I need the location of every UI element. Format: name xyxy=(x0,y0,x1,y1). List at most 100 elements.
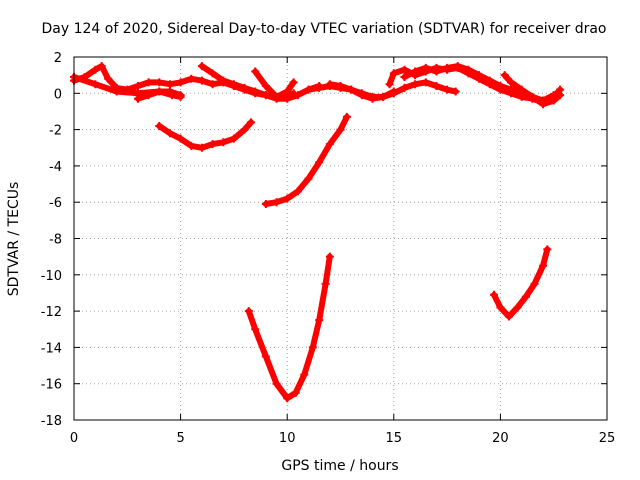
data-point xyxy=(539,100,548,109)
data-point xyxy=(165,87,174,96)
data-point xyxy=(517,85,526,94)
data-point xyxy=(251,67,260,76)
x-axis-label: GPS time / hours xyxy=(281,458,398,474)
data-point xyxy=(432,82,441,91)
data-point xyxy=(347,85,356,94)
data-point xyxy=(325,80,334,89)
x-tick-label: 5 xyxy=(176,431,184,446)
data-point xyxy=(261,352,270,361)
data-point xyxy=(229,134,238,143)
y-tick-label: -16 xyxy=(41,378,62,393)
data-point xyxy=(155,121,164,130)
y-tick-label: -12 xyxy=(41,305,62,320)
data-point xyxy=(251,89,260,98)
data-point xyxy=(261,91,270,100)
data-point xyxy=(208,140,217,149)
x-tick-label: 20 xyxy=(492,431,509,446)
y-tick-label: -14 xyxy=(41,341,62,356)
data-point xyxy=(421,63,430,72)
data-point xyxy=(496,82,505,91)
data-point xyxy=(549,96,558,105)
data-point xyxy=(144,78,153,87)
data-point xyxy=(165,80,174,89)
data-point xyxy=(291,388,300,397)
y-tick-label: -10 xyxy=(41,269,62,284)
data-point xyxy=(315,83,324,92)
data-point xyxy=(272,379,281,388)
data-point xyxy=(556,91,565,100)
data-point xyxy=(325,140,334,149)
data-point xyxy=(308,343,317,352)
y-tick-label: -8 xyxy=(49,233,62,248)
data-point xyxy=(336,125,345,134)
data-point xyxy=(315,316,324,325)
data-point xyxy=(357,91,366,100)
data-point xyxy=(368,94,377,103)
data-point xyxy=(400,72,409,81)
data-point xyxy=(283,194,292,203)
data-point xyxy=(521,292,530,301)
data-point xyxy=(208,80,217,89)
data-point xyxy=(379,92,388,101)
y-axis-label: SDTVAR / TECUs xyxy=(6,182,22,297)
data-point xyxy=(112,87,121,96)
data-point xyxy=(104,74,113,83)
data-point xyxy=(197,143,206,152)
data-point xyxy=(251,325,260,334)
data-point xyxy=(187,141,196,150)
y-tick-label: 0 xyxy=(54,87,62,102)
data-point xyxy=(229,82,238,91)
data-point xyxy=(261,82,270,91)
data-point xyxy=(496,303,505,312)
data-point xyxy=(91,80,100,89)
data-point xyxy=(91,65,100,74)
data-point xyxy=(475,71,484,80)
y-tick-label: 2 xyxy=(54,51,62,66)
y-tick-label: -18 xyxy=(41,414,62,429)
data-point xyxy=(389,69,398,78)
data-point xyxy=(176,91,185,100)
data-point xyxy=(543,245,552,254)
data-point xyxy=(504,312,513,321)
data-point xyxy=(400,65,409,74)
data-point xyxy=(315,158,324,167)
x-tick-label: 25 xyxy=(599,431,616,446)
x-tick-label: 15 xyxy=(386,431,403,446)
data-point xyxy=(411,80,420,89)
data-point xyxy=(490,290,499,299)
data-point xyxy=(411,67,420,76)
x-tick-label: 0 xyxy=(70,431,78,446)
data-point xyxy=(507,85,516,94)
data-point xyxy=(321,279,330,288)
data-point xyxy=(539,261,548,270)
data-point xyxy=(176,134,185,143)
data-point xyxy=(513,303,522,312)
data-point xyxy=(176,78,185,87)
data-point xyxy=(240,125,249,134)
data-point xyxy=(244,307,253,316)
data-point xyxy=(300,370,309,379)
chart-title: Day 124 of 2020, Sidereal Day-to-day VTE… xyxy=(41,21,606,37)
series-group xyxy=(70,62,565,403)
data-point xyxy=(293,91,302,100)
data-point xyxy=(485,76,494,85)
data-point xyxy=(240,85,249,94)
data-point xyxy=(272,92,281,101)
data-point xyxy=(155,87,164,96)
series-line-trough-8-12 xyxy=(245,253,333,402)
data-point xyxy=(453,62,462,71)
data-point xyxy=(325,252,334,261)
data-point xyxy=(197,76,206,85)
data-point xyxy=(400,83,409,92)
data-point xyxy=(187,74,196,83)
data-point xyxy=(421,78,430,87)
data-point xyxy=(464,65,473,74)
data-point xyxy=(389,87,398,96)
x-tick-label: 10 xyxy=(279,431,296,446)
data-point xyxy=(155,78,164,87)
y-tick-label: -6 xyxy=(49,196,62,211)
data-point xyxy=(219,76,228,85)
data-point xyxy=(272,198,281,207)
